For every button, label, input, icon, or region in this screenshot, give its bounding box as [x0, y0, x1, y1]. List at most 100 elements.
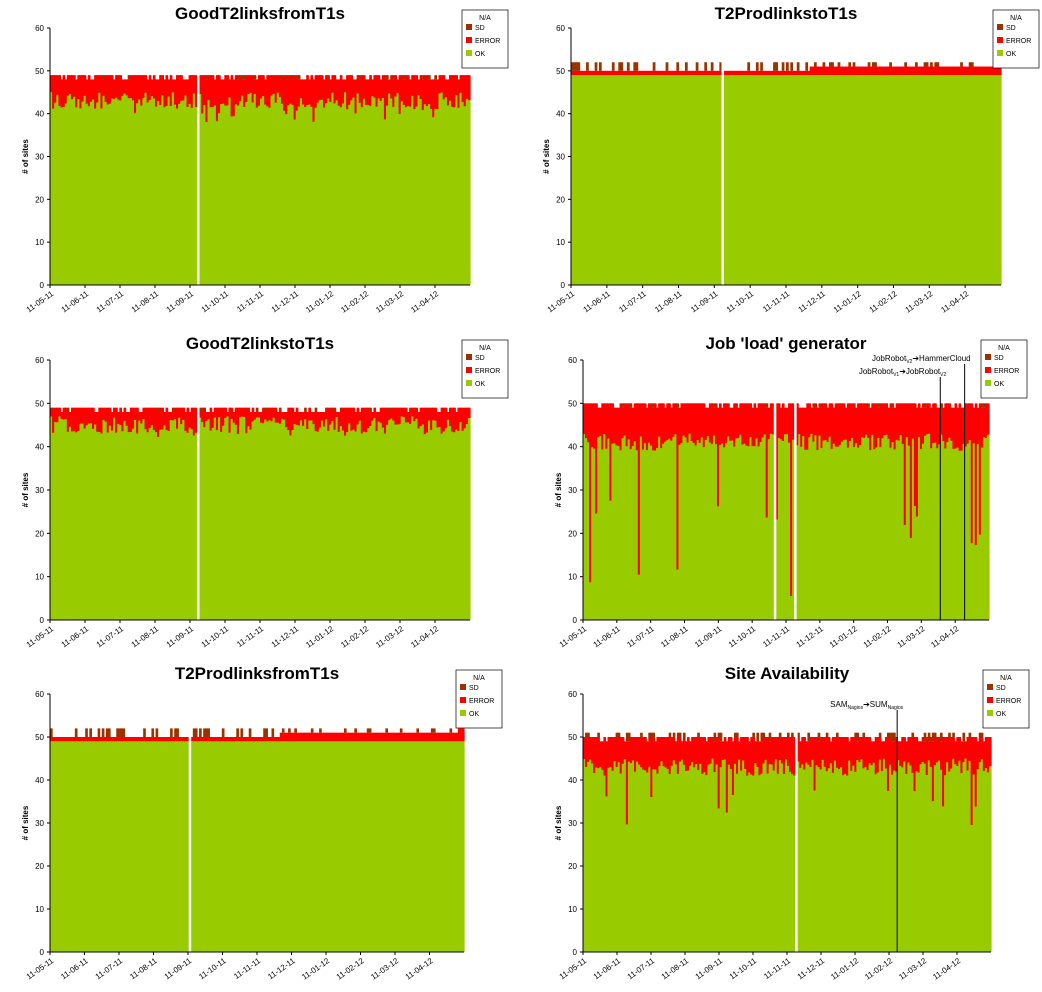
bar-sd [571, 62, 574, 71]
x-tick-label: 11-09-11 [165, 289, 196, 314]
bar-error [70, 737, 74, 742]
bar-error [962, 66, 966, 76]
bar-ok [138, 420, 141, 620]
bar-ok [413, 421, 416, 620]
bar-ok [140, 105, 143, 285]
bar-sd [618, 62, 622, 71]
bar-error [401, 732, 405, 742]
bar-error [822, 403, 826, 441]
legend-swatch [985, 380, 991, 386]
bar-error [936, 66, 940, 76]
bar-error [409, 79, 412, 107]
bar-ok [595, 513, 598, 620]
legend-label: ERROR [475, 38, 500, 45]
bar-error [919, 741, 923, 765]
bar-ok [118, 741, 121, 952]
bar-ok [750, 774, 753, 952]
bar-ok [370, 741, 374, 952]
bar-ok [335, 417, 339, 620]
bar-error [421, 79, 425, 111]
bar-error [830, 403, 834, 449]
bar-ok [163, 107, 167, 286]
bar-ok [94, 108, 97, 285]
bar-sd [627, 732, 631, 742]
bar-ok [990, 75, 993, 285]
bar-ok [368, 741, 372, 952]
bar-error [247, 407, 251, 427]
bar-sd [682, 732, 686, 737]
bar-ok [870, 765, 874, 952]
bar-error [352, 732, 355, 742]
x-tick-label: 11-11-11 [762, 956, 792, 981]
bar-error [339, 75, 343, 108]
bar-error [777, 403, 781, 439]
data-gap [795, 694, 798, 952]
bar-error [121, 79, 125, 96]
bar-ok [350, 741, 353, 952]
bar-ok [161, 741, 165, 952]
bar-error [451, 75, 454, 108]
bar-error [407, 75, 410, 106]
bar-error [930, 407, 933, 449]
bar-error [346, 732, 349, 742]
bar-error [974, 737, 978, 807]
bar-error [368, 732, 372, 742]
bar-error [54, 75, 57, 103]
bar-ok [73, 431, 76, 620]
legend-label: OK [996, 711, 1006, 718]
bar-error [306, 75, 309, 106]
bar-ok [937, 760, 941, 952]
bar-sd [416, 728, 420, 733]
bar-ok [407, 422, 410, 620]
bar-error [852, 66, 856, 76]
bar-ok [442, 99, 446, 285]
bar-ok [224, 417, 227, 620]
bar-ok [934, 75, 938, 285]
bar-error [149, 737, 153, 742]
bar-ok [859, 445, 862, 620]
bar-ok [913, 791, 917, 952]
bar-ok [627, 439, 631, 620]
bar-ok [316, 431, 320, 620]
bar-error [603, 737, 607, 776]
bar-error [417, 412, 421, 429]
bar-error [213, 79, 217, 106]
bar-error [411, 75, 414, 96]
bar-ok [891, 442, 895, 620]
bar-ok [884, 75, 888, 285]
bar-error [241, 79, 244, 96]
bar-ok [654, 769, 658, 952]
bar-error [872, 741, 876, 763]
bar-ok [804, 449, 807, 620]
bar-ok [219, 741, 223, 952]
bar-error [419, 75, 423, 100]
bar-error [599, 741, 602, 768]
bar-ok [948, 771, 951, 952]
bar-ok [73, 96, 76, 285]
bar-error [591, 403, 594, 448]
bar-error [603, 403, 606, 435]
bar-error [129, 407, 133, 433]
bar-ok [167, 96, 171, 285]
bar-error [948, 403, 952, 438]
bar-ok [163, 425, 167, 620]
bar-error [689, 741, 692, 766]
bar-error [87, 737, 90, 742]
bar-error [281, 732, 285, 742]
bar-error [288, 732, 291, 742]
bar-error [297, 412, 301, 426]
bar-ok [134, 741, 138, 952]
bar-ok [692, 442, 696, 620]
bar-error [263, 737, 266, 742]
bar-ok [54, 102, 57, 286]
bar-ok [274, 102, 278, 285]
bar-error [62, 407, 66, 420]
x-tick-label: 11-08-11 [130, 289, 161, 314]
bar-ok [199, 94, 202, 285]
bar-sd [787, 732, 790, 737]
bar-error [155, 79, 158, 107]
bar-ok [323, 426, 326, 620]
bar-sd [762, 732, 766, 737]
bar-ok [782, 774, 786, 952]
y-tick-label: 60 [568, 690, 577, 699]
